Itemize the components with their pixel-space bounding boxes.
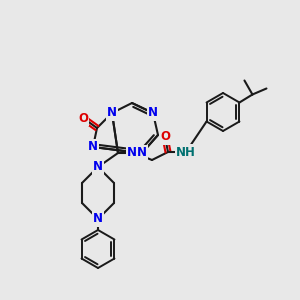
Text: N: N [93, 160, 103, 173]
Text: N: N [127, 146, 137, 158]
Text: N: N [107, 106, 117, 119]
Text: N: N [88, 140, 98, 154]
Text: N: N [137, 146, 147, 160]
Text: O: O [160, 130, 170, 143]
Text: O: O [78, 112, 88, 124]
Text: N: N [93, 212, 103, 226]
Text: NH: NH [176, 146, 196, 158]
Text: N: N [107, 106, 117, 119]
Text: N: N [148, 106, 158, 119]
